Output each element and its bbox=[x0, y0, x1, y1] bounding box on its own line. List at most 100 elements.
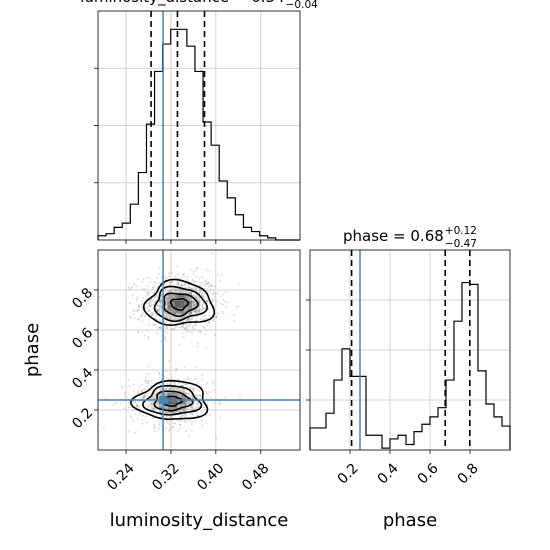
density-cell bbox=[191, 300, 200, 308]
x-tick-label: 0.2 bbox=[335, 460, 362, 487]
sample-point bbox=[171, 412, 174, 415]
sample-point bbox=[196, 315, 199, 318]
sample-point bbox=[182, 326, 185, 329]
sample-point bbox=[196, 406, 199, 409]
sample-point bbox=[206, 281, 209, 284]
contour-line bbox=[163, 292, 199, 317]
sample-point bbox=[215, 437, 217, 440]
density-cell bbox=[176, 398, 186, 405]
sample-point bbox=[174, 411, 176, 414]
sample-point bbox=[190, 292, 192, 295]
sample-point bbox=[180, 290, 183, 292]
sample-point bbox=[166, 308, 169, 311]
sample-point bbox=[205, 347, 208, 350]
sample-point bbox=[188, 420, 191, 423]
sample-point bbox=[182, 335, 185, 338]
sample-point bbox=[211, 252, 213, 254]
sample-point bbox=[192, 300, 195, 303]
sample-point bbox=[115, 402, 118, 405]
sample-point bbox=[216, 274, 219, 276]
sample-point bbox=[173, 294, 176, 297]
sample-point bbox=[152, 283, 154, 286]
sample-point bbox=[187, 318, 190, 321]
sample-point bbox=[156, 402, 159, 404]
sample-point bbox=[209, 396, 212, 399]
sample-point bbox=[192, 304, 194, 307]
sample-point bbox=[208, 414, 211, 417]
sample-point bbox=[148, 372, 151, 375]
sample-point bbox=[166, 383, 169, 385]
sample-point bbox=[183, 315, 186, 318]
sample-point bbox=[160, 340, 162, 343]
sample-point bbox=[211, 292, 214, 295]
sample-point bbox=[221, 310, 224, 313]
sample-point bbox=[181, 284, 184, 287]
sample-point bbox=[140, 303, 143, 306]
sample-point bbox=[200, 419, 203, 422]
sample-point bbox=[133, 308, 136, 311]
sample-point bbox=[182, 395, 185, 398]
sample-point bbox=[206, 300, 209, 303]
sample-point bbox=[190, 268, 193, 271]
sample-point bbox=[195, 296, 198, 299]
sample-point bbox=[182, 273, 185, 276]
sample-point bbox=[143, 396, 146, 399]
sample-point bbox=[193, 294, 195, 297]
sample-point bbox=[218, 279, 221, 282]
sample-point bbox=[169, 289, 172, 292]
sample-point bbox=[159, 326, 162, 329]
sample-point bbox=[190, 318, 193, 321]
sample-point bbox=[201, 305, 204, 308]
sample-point bbox=[191, 429, 193, 432]
sample-point bbox=[147, 380, 150, 383]
sample-point bbox=[201, 295, 204, 298]
sample-point bbox=[208, 322, 211, 324]
sample-point bbox=[185, 297, 188, 300]
sample-point bbox=[196, 266, 199, 269]
sample-point bbox=[192, 327, 195, 329]
sample-point bbox=[196, 298, 198, 300]
sample-point bbox=[215, 316, 218, 319]
sample-point bbox=[147, 406, 150, 408]
sample-point bbox=[152, 408, 155, 410]
sample-point bbox=[174, 289, 177, 292]
sample-point bbox=[119, 402, 122, 405]
sample-point bbox=[194, 301, 197, 304]
sample-point bbox=[181, 395, 184, 398]
sample-point bbox=[218, 403, 221, 405]
sample-point bbox=[142, 297, 145, 299]
contour-line bbox=[141, 384, 203, 416]
sample-point bbox=[170, 271, 173, 274]
sample-point bbox=[151, 300, 154, 302]
sample-point bbox=[212, 318, 215, 321]
sample-point bbox=[160, 300, 163, 302]
sample-point bbox=[222, 312, 225, 315]
sample-point bbox=[202, 319, 204, 321]
sample-point bbox=[211, 299, 214, 302]
sample-point bbox=[140, 303, 143, 306]
sample-point bbox=[186, 319, 189, 321]
sample-point bbox=[210, 284, 213, 287]
sample-point bbox=[159, 319, 161, 322]
sample-point bbox=[177, 393, 180, 396]
sample-point bbox=[214, 334, 216, 337]
sample-point bbox=[168, 297, 171, 300]
sample-point bbox=[169, 308, 172, 311]
sample-point bbox=[204, 317, 207, 320]
sample-point bbox=[150, 403, 153, 405]
sample-point bbox=[194, 311, 197, 313]
sample-point bbox=[131, 293, 134, 296]
sample-point bbox=[178, 378, 180, 381]
sample-point bbox=[137, 278, 139, 281]
sample-point bbox=[179, 427, 182, 430]
sample-point bbox=[177, 388, 180, 391]
sample-point bbox=[212, 389, 215, 391]
sample-point bbox=[188, 318, 190, 321]
sample-point bbox=[185, 294, 188, 297]
sample-point bbox=[191, 396, 194, 398]
sample-point bbox=[179, 423, 181, 426]
sample-point bbox=[182, 390, 185, 392]
sample-point bbox=[182, 409, 185, 412]
sample-point bbox=[150, 297, 153, 300]
sample-point bbox=[136, 296, 139, 299]
